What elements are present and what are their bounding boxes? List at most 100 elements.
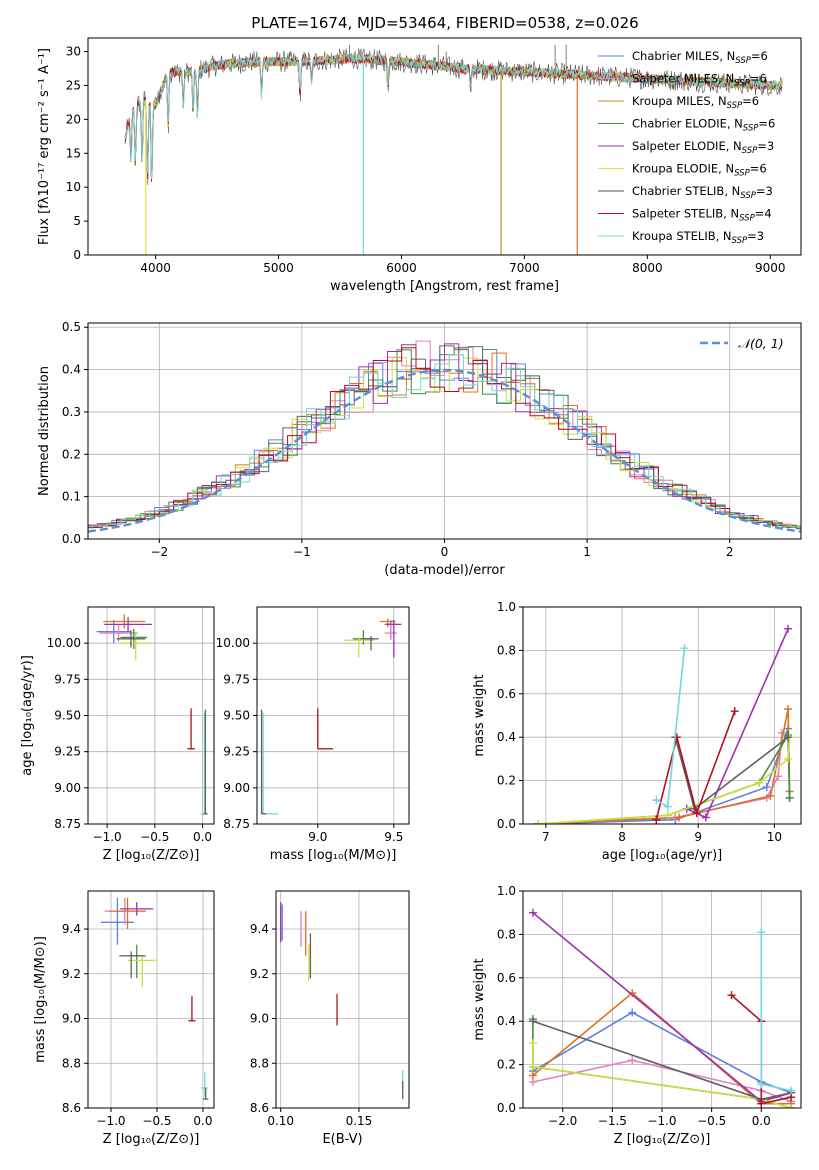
errorbar-point-5 xyxy=(343,637,375,658)
y-tick-label-2: 9.0 xyxy=(62,1012,81,1026)
x-tick-label-0: −2 xyxy=(150,545,168,559)
weight-marker-1 xyxy=(675,813,684,822)
weight-marker-2 xyxy=(766,791,775,800)
x-tick-label-3: 1 xyxy=(583,545,591,559)
y-axis-label: mass weight xyxy=(472,958,487,1040)
legend-suffix: =3 xyxy=(756,184,773,198)
mass-weight-vs-metallicity-plot: −2.0 −1.5 −1.0 −0.5 0.0 0.0 0.2 0.4 0.6 0.8 1.0 Z [… xyxy=(472,884,802,1147)
weight-marker-1 xyxy=(701,813,710,822)
errorbar-point-4 xyxy=(120,902,154,916)
x-axis-label: Z [log₁₀(Z/Z⊙)] xyxy=(103,848,200,863)
mass-vs-extinction-plot: 0.10 0.15 8.6 8.8 9.0 9.2 9.4 E(B-V) xyxy=(250,890,410,1147)
weight-series-4 xyxy=(682,624,793,822)
y-tick-label-0: 0.0 xyxy=(497,817,516,831)
x-tick-label-0: −1.0 xyxy=(96,1114,125,1128)
y-tick-label-4: 0.4 xyxy=(62,363,81,377)
errorbar-point-2 xyxy=(109,897,146,930)
y-tick-label-2: 10 xyxy=(66,180,81,194)
x-axis-label: Z [log₁₀(Z/Z⊙)] xyxy=(103,1132,200,1147)
y-tick-label-5: 25 xyxy=(66,78,81,92)
y-tick-label-2: 9.25 xyxy=(54,745,81,759)
legend-label-normal: 𝒩(0, 1) xyxy=(738,336,784,351)
y-tick-label-2: 0.4 xyxy=(497,730,516,744)
weight-marker-2 xyxy=(787,1086,796,1095)
weight-series-2 xyxy=(534,704,794,824)
x-tick-label-0: 9.0 xyxy=(308,830,327,844)
y-axis-label: Flux [fλ10⁻¹⁷ erg cm⁻² s⁻¹ A⁻¹] xyxy=(37,48,52,245)
legend-label-0: Chabrier MILES, NSSP=6 xyxy=(632,49,768,66)
weight-line xyxy=(655,710,736,820)
y-tick-label-1: 8.8 xyxy=(250,1056,269,1070)
y-tick-label-2: 0.4 xyxy=(497,1014,516,1028)
plot-area xyxy=(124,44,783,255)
plot-area xyxy=(260,618,402,815)
y-axis-label: Normed distribution xyxy=(37,366,52,496)
y-tick-label-4: 9.4 xyxy=(62,922,81,936)
x-tick-label-4: 0.0 xyxy=(752,1114,771,1128)
errorbar-point-8 xyxy=(262,712,279,815)
normal-curve xyxy=(88,368,801,533)
legend-name: Kroupa MILES, N xyxy=(632,94,727,108)
legend-suffix: =6 xyxy=(751,49,768,63)
x-tick-label-0: −2.0 xyxy=(548,1114,577,1128)
weight-marker-1 xyxy=(628,1056,637,1065)
x-tick-label-1: 0.15 xyxy=(346,1114,373,1128)
weight-line xyxy=(538,732,783,824)
errorbar-point-9 xyxy=(202,1087,209,1100)
y-tick-label-5: 1.0 xyxy=(497,884,516,898)
weight-line xyxy=(760,932,792,1092)
legend-label-8: Kroupa STELIB, NSSP=3 xyxy=(632,229,764,246)
axes-frame xyxy=(275,890,410,1109)
x-tick-label-3: −0.5 xyxy=(697,1114,726,1128)
weight-marker-2 xyxy=(784,733,793,742)
histogram-series-8 xyxy=(88,354,801,528)
errorbar-point-4 xyxy=(104,617,152,632)
y-tick-label-1: 5 xyxy=(73,214,81,228)
weight-series-7 xyxy=(652,707,739,824)
axes-frame xyxy=(87,890,215,1109)
y-tick-label-3: 9.2 xyxy=(250,967,269,981)
y-tick-label-3: 9.50 xyxy=(223,709,250,723)
x-tick-label-2: 0 xyxy=(441,545,449,559)
weight-marker-2 xyxy=(692,809,701,818)
y-tick-label-6: 30 xyxy=(66,45,81,59)
x-tick-label-1: 5000 xyxy=(263,261,294,275)
legend-suffix: =3 xyxy=(757,139,774,153)
errorbar-point-3 xyxy=(127,944,146,979)
x-tick-label-2: 0.0 xyxy=(193,830,212,844)
errorbar-point-8 xyxy=(200,712,209,815)
y-tick-label-5: 1.0 xyxy=(497,600,516,614)
weight-series-8 xyxy=(652,644,689,811)
legend-name: Salpeter ELODIE, N xyxy=(632,139,742,153)
x-tick-label-1: 8 xyxy=(618,830,626,844)
legend-label-6: Chabrier STELIB, NSSP=3 xyxy=(632,184,773,201)
plot-area xyxy=(96,614,209,815)
errorbar-point-9 xyxy=(203,709,208,815)
weight-marker-0 xyxy=(528,908,537,917)
histogram-series-6 xyxy=(88,345,801,529)
y-tick-label-4: 0.8 xyxy=(497,643,516,657)
legend-label-3: Chabrier ELODIE, NSSP=6 xyxy=(632,117,775,134)
legend-sub: SSP xyxy=(732,236,748,246)
plot-area xyxy=(88,340,801,533)
x-tick-label-1: −0.5 xyxy=(142,1114,171,1128)
mass-vs-metallicity-plot: −1.0 −0.5 0.0 8.6 8.8 9.0 9.2 9.4 Z [log₁₀(Z/Z⊙)… xyxy=(33,890,215,1147)
legend-suffix: =6 xyxy=(750,72,767,86)
weight-series-0 xyxy=(534,724,794,824)
weight-marker-1 xyxy=(663,802,672,811)
weight-marker-0 xyxy=(757,928,766,937)
y-tick-label-4: 20 xyxy=(66,112,81,126)
age-vs-metallicity-plot: −1.0 −0.5 0.0 8.75 9.00 9.25 9.50 9.75 10.00 Z [l… xyxy=(20,606,215,863)
y-axis-label: mass weight xyxy=(472,674,487,756)
weight-marker-3 xyxy=(787,1104,796,1108)
y-tick-label-0: 0.0 xyxy=(62,532,81,546)
weight-marker-3 xyxy=(784,754,793,763)
legend-sub: SSP xyxy=(734,169,750,179)
y-tick-label-1: 0.1 xyxy=(62,490,81,504)
weight-marker-2 xyxy=(784,624,793,633)
y-axis-label: mass [log₁₀(M/M⊙)] xyxy=(33,936,48,1063)
weight-series-3 xyxy=(534,731,794,824)
figure-title: PLATE=1674, MJD=53464, FIBERID=0538, z=0… xyxy=(251,14,638,32)
weight-marker-2 xyxy=(755,778,764,787)
